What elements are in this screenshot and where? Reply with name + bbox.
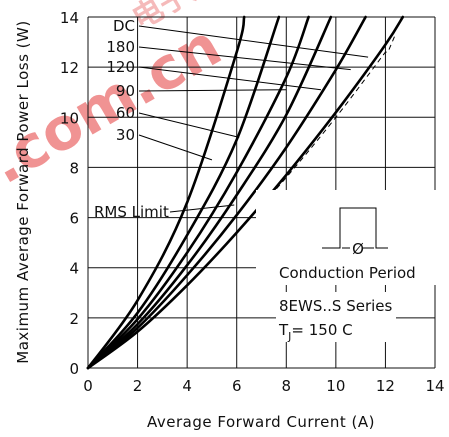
- series-curve-180: [86, 15, 367, 370]
- x-axis-label: Average Forward Current (A): [147, 413, 375, 431]
- device-series-label: 8EWS..S Series: [279, 297, 393, 315]
- tick-labels: 0 2 4 6 8 10 12 14 0 2 4 6 8 10 12 14: [60, 9, 445, 395]
- series-label: DC: [113, 17, 135, 35]
- x-tick-label: 2: [133, 377, 143, 395]
- y-tick-label: 0: [69, 360, 79, 378]
- series-label: 30: [116, 126, 135, 144]
- tj-value: = 150 C: [291, 321, 352, 339]
- x-tick-label: 6: [232, 377, 242, 395]
- y-tick-label: 12: [60, 59, 79, 77]
- y-tick-label: 6: [69, 210, 79, 228]
- series-label: 180: [106, 38, 135, 56]
- series-leader-line: [138, 66, 322, 91]
- junction-temp-label: TJ= 150 C: [278, 321, 353, 343]
- series-curve-90: [86, 15, 310, 370]
- phi-symbol: Ø: [352, 240, 364, 258]
- series-leader-line: [138, 25, 369, 58]
- x-tick-label: 14: [425, 377, 444, 395]
- series-leader-line: [138, 46, 351, 71]
- rms-leader-line: [169, 204, 235, 213]
- rms-limit-label: RMS Limit: [94, 203, 169, 221]
- x-tick-label: 0: [83, 377, 93, 395]
- conduction-period-label: Conduction Period: [279, 264, 416, 282]
- y-tick-label: 8: [69, 159, 79, 177]
- series-curve-30: [86, 15, 246, 370]
- y-tick-label: 10: [60, 109, 79, 127]
- annotations: DC 180 120 90 60 30 RMS Limit Ø Conduction Perio…: [94, 17, 436, 343]
- conduction-waveform: [322, 207, 388, 249]
- y-tick-label: 14: [60, 9, 79, 27]
- series-leader-line: [138, 112, 240, 138]
- series-curve-120: [86, 15, 333, 370]
- x-tick-label: 10: [326, 377, 345, 395]
- series-info-bg: [276, 292, 396, 342]
- series-curve-60: [86, 15, 281, 370]
- tj-symbol: T: [278, 321, 289, 339]
- series-label: 120: [106, 58, 135, 76]
- series-leader-line: [138, 134, 213, 161]
- y-tick-label: 2: [69, 310, 79, 328]
- series-label: 90: [116, 82, 135, 100]
- conduction-box-bg: [256, 190, 436, 285]
- x-tick-label: 4: [182, 377, 192, 395]
- x-tick-label: 8: [282, 377, 292, 395]
- y-tick-label: 4: [69, 260, 79, 278]
- y-axis-label: Maximum Average Forward Power Loss (W): [14, 20, 32, 363]
- series-label: 60: [116, 104, 135, 122]
- tj-subscript: J: [287, 330, 291, 343]
- series-leader-line: [138, 89, 287, 92]
- x-tick-label: 12: [376, 377, 395, 395]
